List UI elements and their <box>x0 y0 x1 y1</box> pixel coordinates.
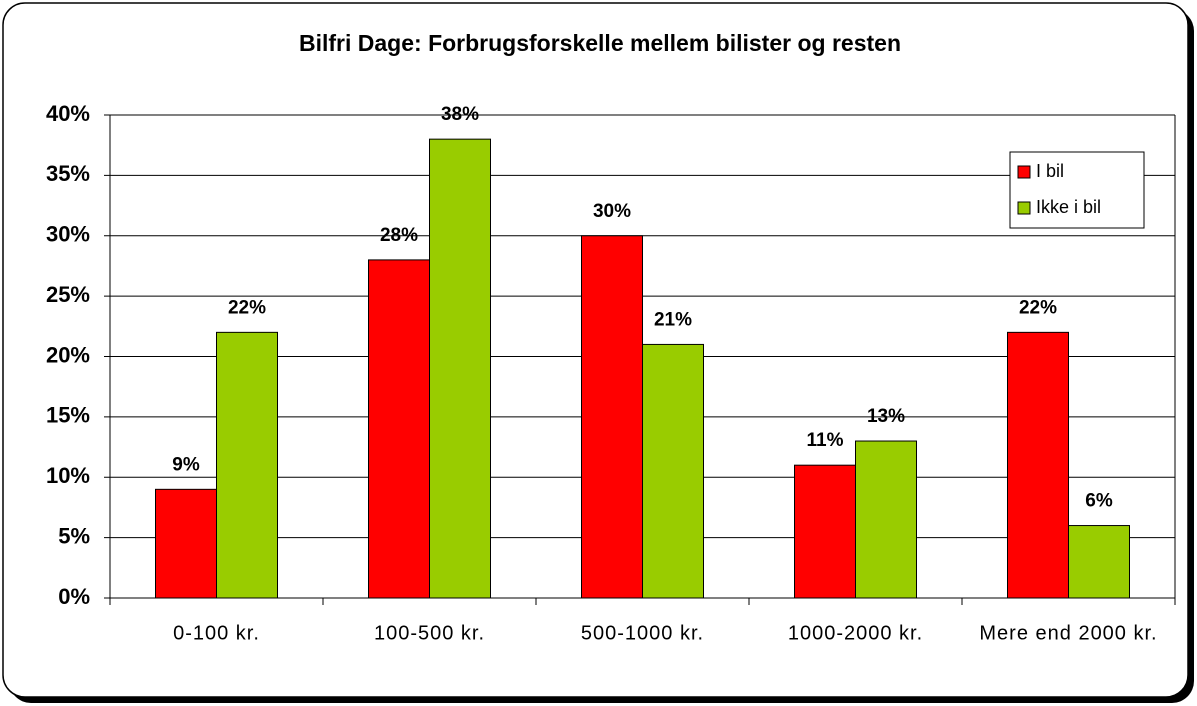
legend-label: Ikke i bil <box>1036 197 1101 217</box>
value-label: 6% <box>1085 491 1113 512</box>
value-label: 28% <box>380 225 418 246</box>
x-tick-label: 1000-2000 kr. <box>788 622 923 644</box>
bar <box>368 259 430 599</box>
bar <box>855 440 917 599</box>
y-tick-label: 30% <box>46 222 90 247</box>
bar <box>1068 525 1130 599</box>
y-tick-label: 0% <box>58 584 90 609</box>
value-label: 9% <box>172 454 200 475</box>
y-tick-label: 10% <box>46 463 90 488</box>
x-tick-label: Mere end 2000 kr. <box>979 622 1157 644</box>
x-tick-label: 500-1000 kr. <box>581 622 704 644</box>
value-label: 13% <box>867 406 905 427</box>
y-tick-label: 35% <box>46 161 90 186</box>
y-tick-label: 15% <box>46 403 90 428</box>
bar <box>581 235 643 599</box>
value-label: 11% <box>807 430 844 451</box>
bar <box>642 343 704 599</box>
legend-label: I bil <box>1036 161 1064 181</box>
y-tick-label: 25% <box>46 282 90 307</box>
bar <box>794 464 856 599</box>
chart-title: Bilfri Dage: Forbrugsforskelle mellem bi… <box>299 30 901 56</box>
x-tick-label: 100-500 kr. <box>374 622 485 644</box>
bar <box>1007 331 1069 599</box>
y-tick-label: 40% <box>46 101 90 126</box>
y-tick-label: 5% <box>58 523 90 548</box>
bar <box>155 488 217 599</box>
value-label: 22% <box>1019 297 1057 318</box>
legend-swatch <box>1017 165 1031 179</box>
bar <box>216 331 278 599</box>
legend-swatch <box>1017 201 1031 215</box>
x-tick-label: 0-100 kr. <box>173 622 260 644</box>
legend-box <box>1009 151 1145 229</box>
value-label: 38% <box>441 104 479 125</box>
y-tick-label: 20% <box>46 342 90 367</box>
value-label: 21% <box>654 309 692 330</box>
value-label: 30% <box>593 201 631 222</box>
bar <box>429 138 491 599</box>
value-label: 22% <box>228 297 266 318</box>
